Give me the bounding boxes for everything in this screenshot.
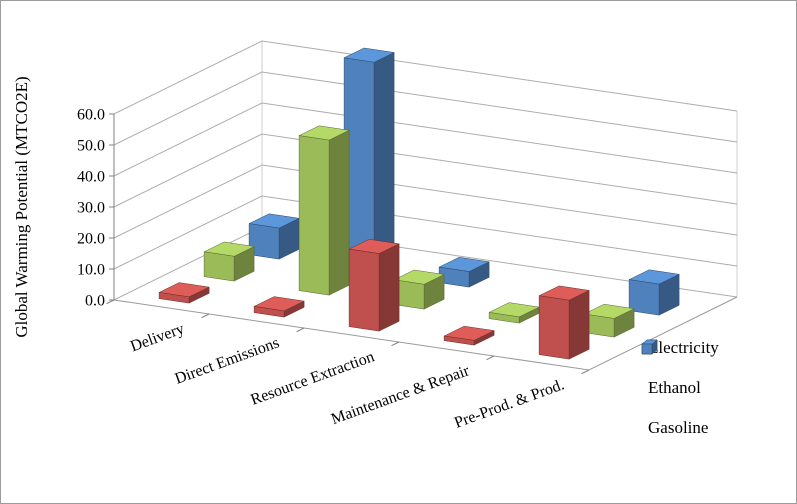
x-category-label: Resource Extraction <box>248 348 376 408</box>
bar-front-face <box>538 295 570 360</box>
bar-ethanol-3 <box>488 302 540 324</box>
x-tick-mark <box>296 327 305 333</box>
bar-front-face <box>298 135 330 296</box>
bar-front-face <box>158 292 190 304</box>
bar-gasoline-4 <box>628 269 680 316</box>
legend-key-cube <box>641 339 658 355</box>
x-category-label: Delivery <box>128 320 186 355</box>
plot-area: 0.0 10.0 20.0 30.0 40.0 50.0 60.0 DeliveryDirec… <box>12 40 738 432</box>
bar-ethanol-4 <box>583 303 635 338</box>
bar-front-face <box>248 223 280 260</box>
x-tick-mark <box>201 313 210 319</box>
bar-gasoline-0 <box>248 213 300 260</box>
x-tick-mark <box>486 355 495 361</box>
gridline <box>113 40 738 115</box>
y-tick-label: 40.0 <box>77 169 105 186</box>
bar-gasoline-2 <box>438 257 490 288</box>
bar-front-face <box>253 306 285 318</box>
gridline <box>113 71 738 146</box>
y-tick-label: 20.0 <box>77 231 105 248</box>
gridline <box>113 102 738 177</box>
bar-front-face <box>443 335 475 346</box>
legend-item-gasoline: Gasoline <box>641 339 719 438</box>
bar-front-face <box>438 266 470 288</box>
legend-item-ethanol: Ethanol <box>641 339 719 398</box>
gridline <box>113 195 738 270</box>
bar-electricity-1 <box>253 296 305 318</box>
x-tick-mark <box>391 341 400 347</box>
bar-front-face <box>628 279 660 316</box>
y-tick-label: 50.0 <box>77 138 105 155</box>
legend-label-electricity: Electricity <box>648 338 719 357</box>
bar-ethanol-0 <box>203 241 255 282</box>
bar-electricity-2 <box>348 239 400 332</box>
y-tick-label: 30.0 <box>77 200 105 217</box>
bar-ethanol-2 <box>393 269 445 310</box>
y-tick-label: 10.0 <box>77 262 105 279</box>
x-category-label: Direct Emissions <box>173 334 282 388</box>
legend: Electricity Ethanol Gasoline <box>641 338 719 458</box>
bar-ethanol-1 <box>298 125 350 296</box>
y-tick-label: 0.0 <box>85 293 105 310</box>
bar-side-face <box>373 52 395 274</box>
y-tick-label: 60.0 <box>77 107 105 124</box>
key-front-face <box>641 343 653 355</box>
bar-front-face <box>348 248 380 332</box>
x-tick-mark <box>581 369 590 375</box>
y-axis-title: Global Warming Potential (MTCO2E) <box>12 76 31 337</box>
bar-front-face <box>203 251 235 282</box>
x-tick-mark <box>106 299 115 305</box>
gridline <box>113 133 738 208</box>
bar-side-face <box>568 289 590 360</box>
bar-side-face <box>328 129 350 296</box>
bar-front-face <box>488 312 520 324</box>
bar-side-face <box>378 243 400 332</box>
legend-label-gasoline: Gasoline <box>648 418 709 437</box>
x-category-label: Pre-Prod. & Prod. <box>452 376 566 431</box>
bar-electricity-0 <box>158 282 210 304</box>
gridline <box>113 164 738 239</box>
bar-electricity-3 <box>443 325 495 346</box>
bar-electricity-4 <box>538 285 590 360</box>
legend-label-ethanol: Ethanol <box>648 378 701 397</box>
